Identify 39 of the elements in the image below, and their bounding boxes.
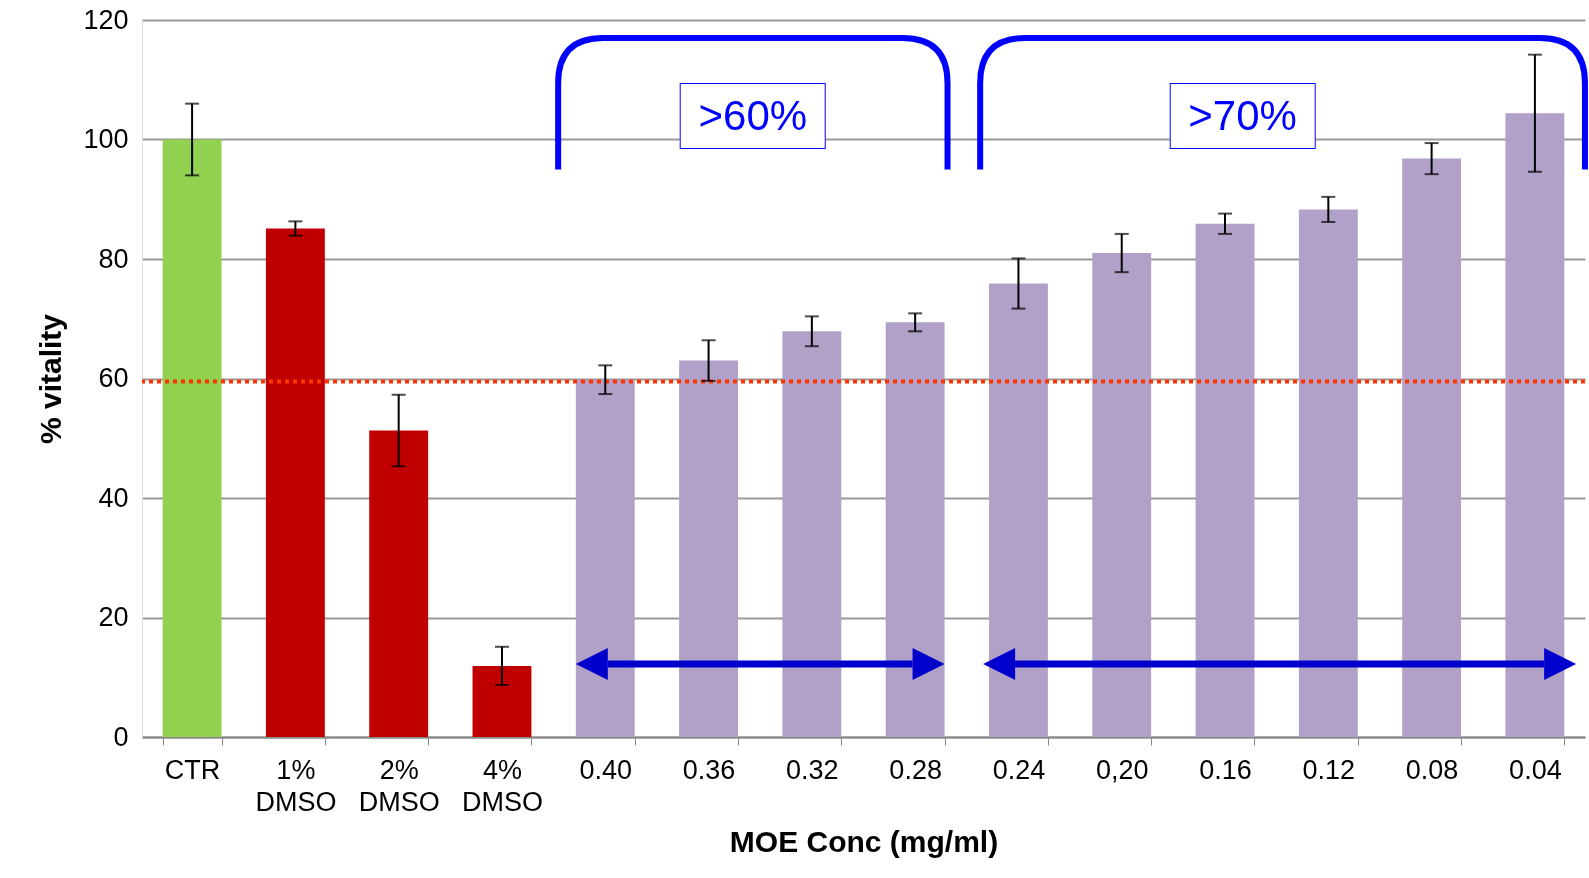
x-tick-label: 2% DMSO <box>358 754 440 817</box>
annotation: >70% <box>1169 82 1316 149</box>
bar <box>782 331 842 737</box>
x-tick-label: 0.12 <box>1302 754 1356 785</box>
y-tick-label: 100 <box>83 124 129 154</box>
bar <box>472 665 532 737</box>
x-tick-label: 0.36 <box>682 754 736 785</box>
x-tick-label: 0.04 <box>1509 754 1562 785</box>
bar <box>885 322 945 737</box>
x-tick-label: CTR <box>164 754 221 785</box>
x-axis-title: MOE Conc (mg/ml) <box>729 824 999 858</box>
bar <box>265 228 325 737</box>
x-tick-label: 0.16 <box>1199 754 1252 785</box>
annotation: >60% <box>679 82 827 149</box>
bar <box>162 139 222 737</box>
y-tick-label: 80 <box>98 243 129 274</box>
bar <box>679 360 738 737</box>
bar <box>1298 209 1358 737</box>
y-tick-label: 0 <box>113 721 129 752</box>
y-tick-label: 120 <box>83 4 129 35</box>
y-tick-label: 60 <box>98 363 129 393</box>
x-tick-label: 0.40 <box>579 754 633 785</box>
y-axis-title: % vitality <box>34 313 68 445</box>
x-tick-label: 1% DMSO <box>255 754 337 817</box>
bar <box>1505 113 1565 737</box>
x-tick-label: 4% DMSO <box>461 754 543 817</box>
bar <box>1402 158 1462 737</box>
x-tick-label: 0.32 <box>786 754 839 785</box>
bar <box>1092 253 1152 737</box>
bar <box>989 283 1048 737</box>
x-tick-label: 0.08 <box>1405 754 1459 785</box>
bar <box>1195 223 1255 737</box>
x-tick-label: 0.24 <box>992 754 1046 785</box>
y-tick-label: 40 <box>98 482 129 513</box>
bar <box>369 430 429 737</box>
x-tick-label: 0.28 <box>889 754 942 785</box>
x-tick-label: 0,20 <box>1095 754 1149 785</box>
bar <box>575 379 635 737</box>
y-tick-label: 20 <box>98 602 129 632</box>
